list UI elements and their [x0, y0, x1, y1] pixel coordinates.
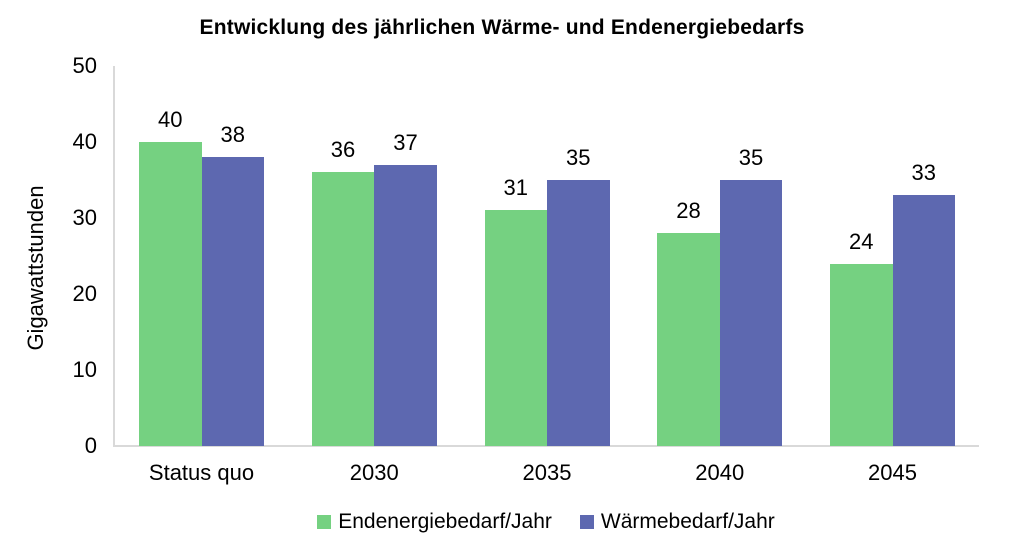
x-label-2040: 2040: [695, 460, 745, 485]
bar-value-label: 31: [503, 175, 528, 201]
legend-item-waermebedarf: Wärmebedarf/Jahr: [579, 510, 775, 534]
bar-waerme-2035: [547, 180, 610, 446]
x-label-2035: 2035: [522, 460, 572, 485]
y-tick-20: 20: [72, 281, 97, 306]
y-tick-0: 0: [84, 433, 97, 458]
legend-label-waermebedarf: Wärmebedarf/Jahr: [600, 510, 775, 533]
legend-item-endenergiebedarf: Endenergiebedarf/Jahr: [317, 510, 552, 534]
x-label-2045: 2045: [868, 460, 917, 485]
y-tick-10: 10: [72, 357, 97, 382]
legend: Endenergiebedarf/Jahr Wärmebedarf/Jahr: [113, 510, 979, 534]
bar-endenergie-2045: [830, 263, 893, 446]
bar-value-label: 40: [158, 107, 183, 132]
y-tick-40: 40: [72, 129, 97, 154]
x-axis-line: [113, 445, 979, 447]
bar-value-label: 35: [566, 145, 591, 170]
chart-title: Entwicklung des jährlichen Wärme- und En…: [199, 16, 805, 39]
y-tick-30: 30: [72, 205, 97, 230]
bar-value-label: 38: [220, 122, 245, 148]
bar-endenergie-2030: [311, 172, 375, 446]
y-tick-50: 50: [72, 53, 97, 78]
bar-waerme-2030: [374, 164, 437, 446]
bar-value-label: 24: [849, 228, 874, 254]
bar-waerme-2040: [719, 180, 783, 446]
bar-value-label: 28: [676, 198, 701, 224]
bar-waerme-status-quo: [201, 157, 264, 446]
legend-swatch-green-icon: [317, 515, 332, 529]
bar-value-label: 37: [393, 129, 418, 155]
bar-value-label: 33: [911, 160, 936, 186]
y-axis-line: [113, 66, 115, 447]
bar-waerme-2045: [892, 195, 955, 446]
legend-label-endenergiebedarf: Endenergiebedarf/Jahr: [338, 510, 552, 533]
legend-swatch-purple-icon: [579, 515, 594, 529]
bar-endenergie-status-quo: [139, 142, 202, 446]
bar-value-label: 36: [330, 137, 356, 163]
x-label-2030: 2030: [349, 460, 399, 485]
x-label-status-quo: Status quo: [148, 460, 255, 485]
bar-endenergie-2035: [484, 210, 547, 446]
bar-endenergie-2040: [657, 233, 720, 446]
bar-value-label: 35: [738, 145, 764, 170]
